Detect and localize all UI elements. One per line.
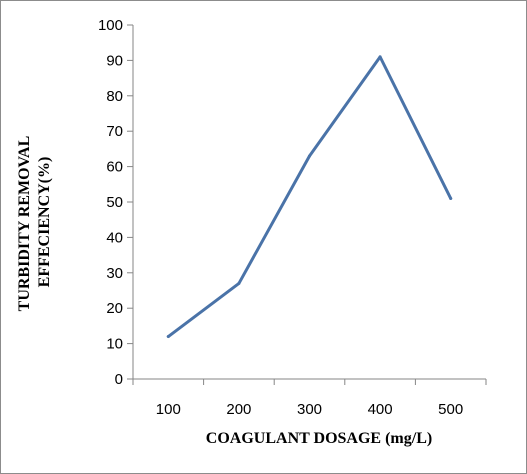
data-point — [237, 281, 241, 285]
x-tick-label: 400 — [368, 401, 393, 418]
y-axis-ticks: 0 10 20 30 40 50 60 70 80 90 100 — [98, 17, 133, 388]
y-axis-title: TURBIDITY REMOVAL EFFECIENCY(%) — [16, 133, 53, 312]
x-tick-label: 300 — [297, 401, 322, 418]
x-tick-label: 100 — [156, 401, 181, 418]
data-point — [378, 55, 382, 59]
y-tick-label: 100 — [98, 17, 123, 34]
series-group — [166, 55, 453, 339]
y-tick-label: 0 — [115, 371, 123, 388]
y-tick-label: 80 — [106, 88, 123, 105]
x-axis-title: COAGULANT DOSAGE (mg/L) — [206, 430, 432, 447]
y-tick-label: 90 — [106, 52, 123, 69]
y-tick-label: 60 — [106, 159, 123, 176]
y-tick-label: 50 — [106, 194, 123, 211]
y-tick-label: 20 — [106, 300, 123, 317]
y-tick-label: 30 — [106, 265, 123, 282]
y-tick-label: 70 — [106, 123, 123, 140]
data-point — [166, 335, 170, 339]
x-tick-label: 500 — [438, 401, 463, 418]
y-tick-label: 40 — [106, 229, 123, 246]
data-point — [449, 196, 453, 200]
series-line — [166, 55, 453, 339]
data-point — [308, 154, 311, 158]
y-tick-label: 10 — [106, 336, 123, 353]
x-axis-ticks: 100 200 300 400 500 — [132, 379, 487, 418]
y-axis-title-line-1: TURBIDITY REMOVAL — [16, 136, 33, 311]
y-axis-title-line-2: EFFECIENCY(%) — [36, 157, 53, 288]
x-tick-label: 200 — [226, 401, 251, 418]
